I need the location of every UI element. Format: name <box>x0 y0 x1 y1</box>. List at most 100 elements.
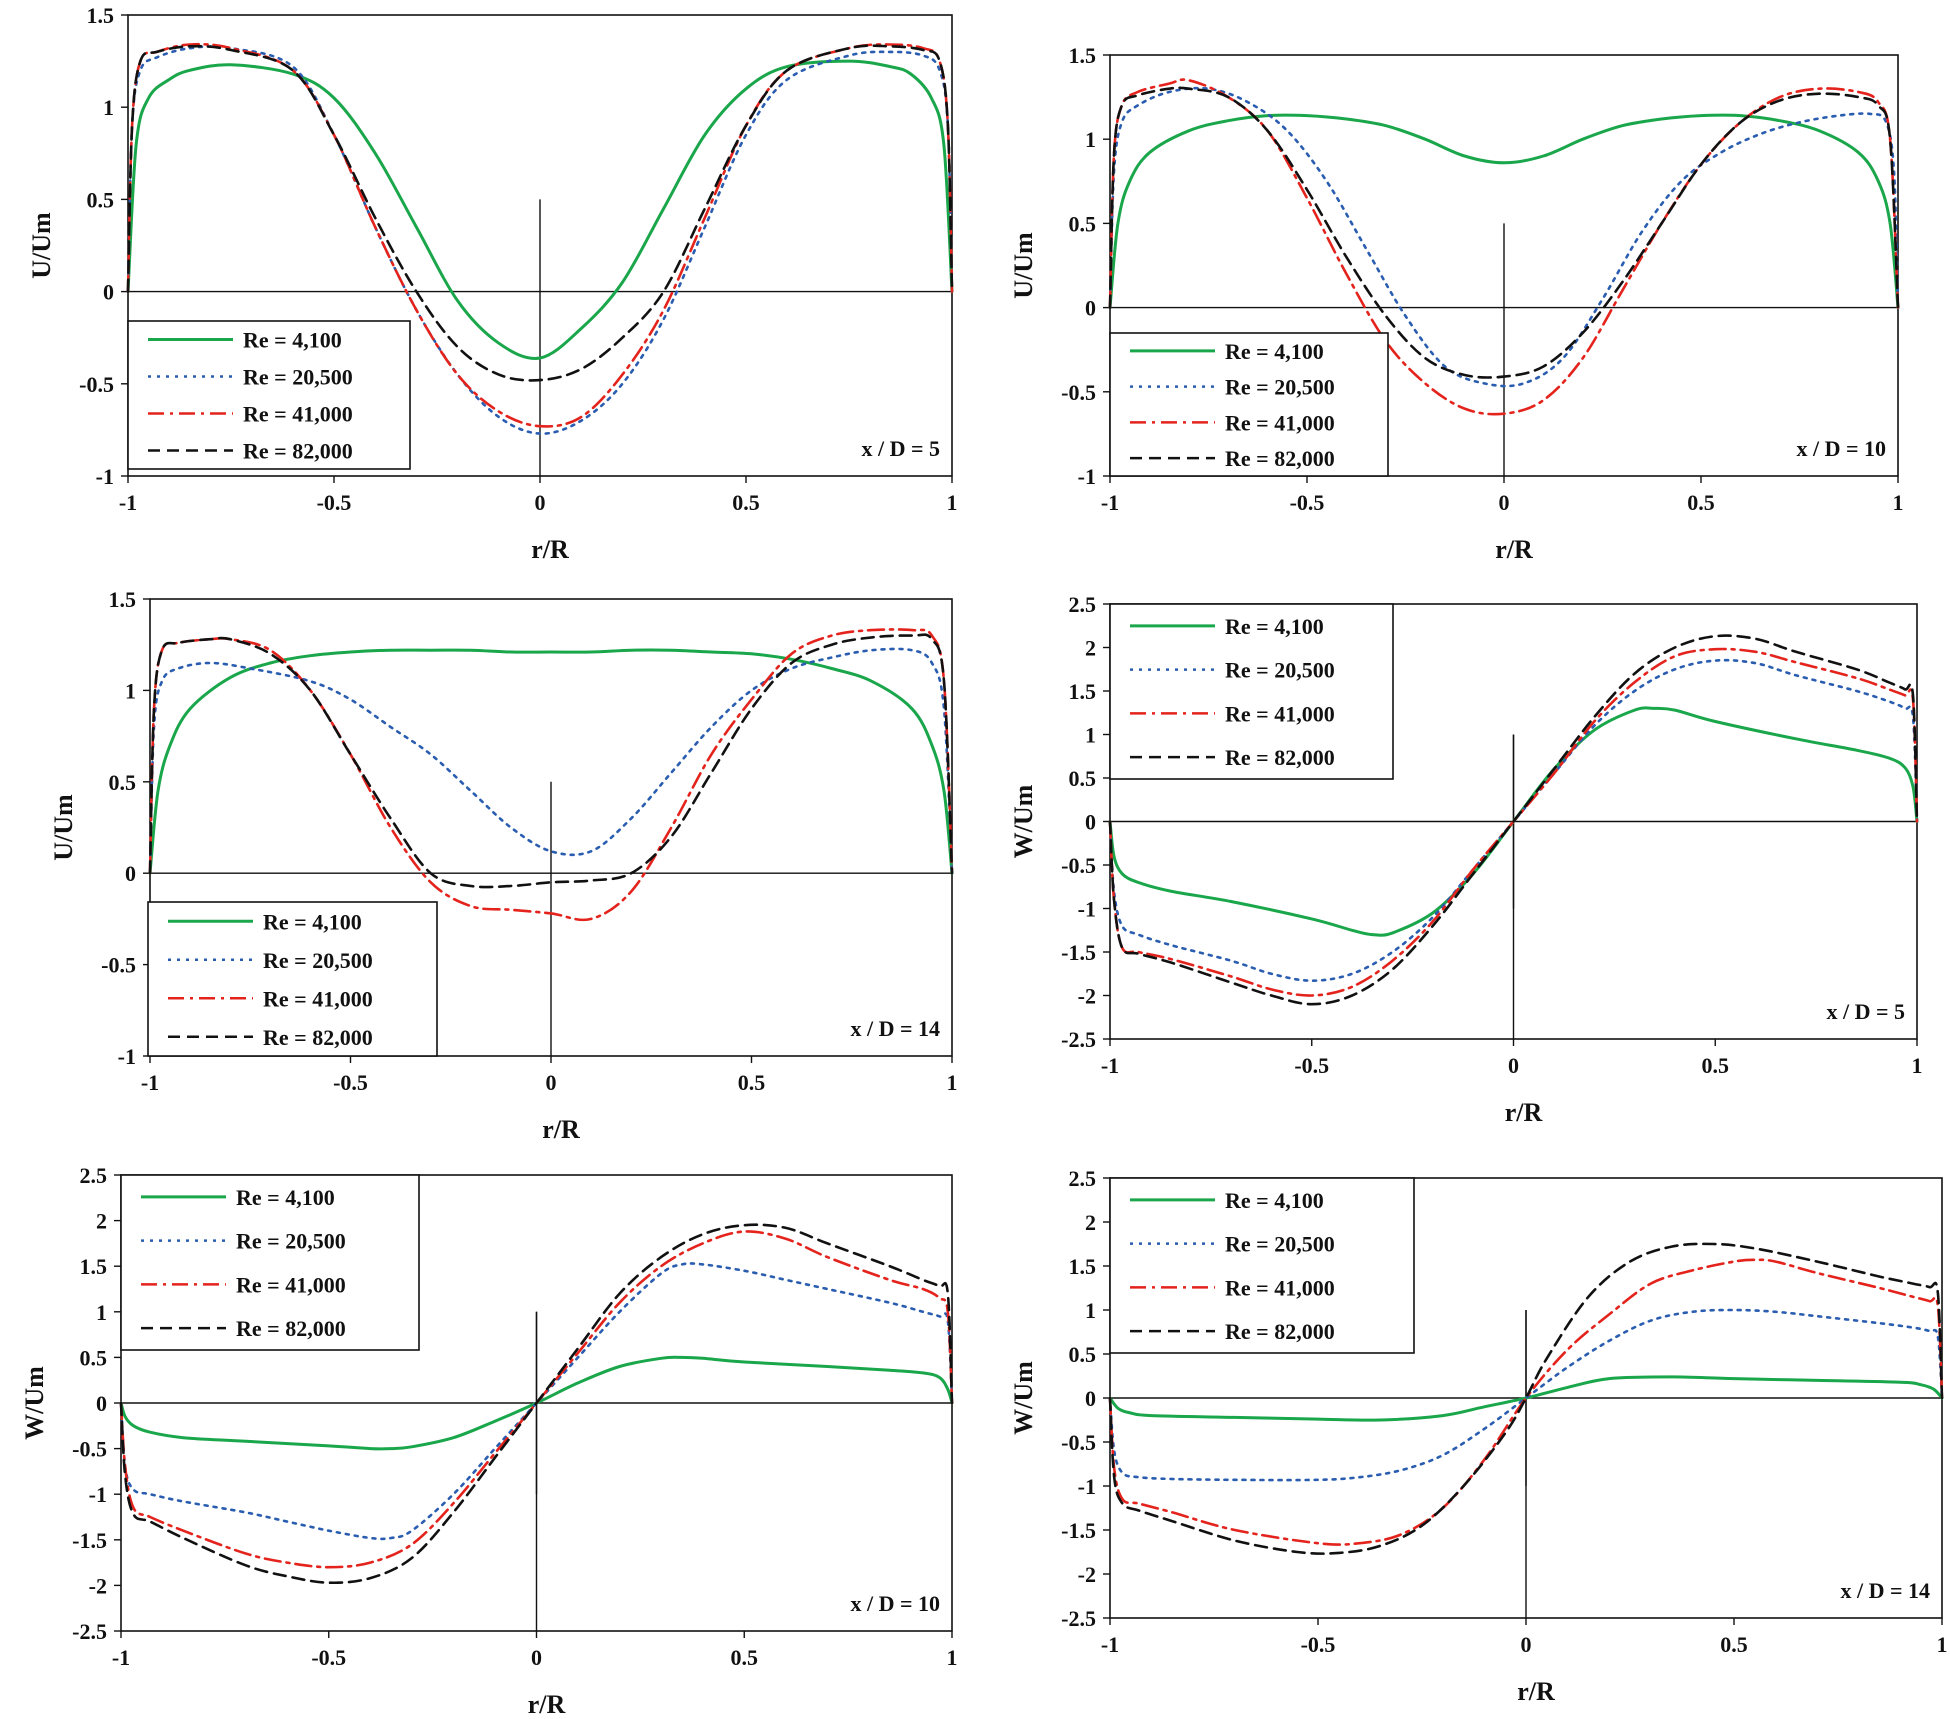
legend-label-1: Re = 4,100 <box>236 1185 335 1210</box>
y-tick-label: 0 <box>125 861 136 886</box>
series-line-2 <box>1108 1308 1944 1482</box>
y-tick-label: -0.5 <box>79 372 114 397</box>
y-tick-label: -2.5 <box>1061 1606 1096 1631</box>
legend: Re = 4,100 Re = 20,500 Re = 41,000 Re = 82,… <box>147 901 438 1057</box>
legend-box <box>147 901 438 1057</box>
x-tick-label: 0 <box>1521 1632 1532 1657</box>
y-tick-label: -1 <box>1078 1474 1096 1499</box>
x-tick-label: -1 <box>1101 1632 1119 1657</box>
legend-label-1: Re = 4,100 <box>1225 339 1324 364</box>
series-line-2 <box>148 647 954 875</box>
y-tick-label: 0.5 <box>1069 211 1097 236</box>
legend-label-4: Re = 82,000 <box>236 1316 346 1341</box>
y-tick-label: 0 <box>1085 296 1096 321</box>
series-line-1 <box>1108 113 1900 310</box>
y-tick-label: -1 <box>96 464 114 489</box>
legend-label-2: Re = 20,500 <box>1225 658 1335 683</box>
legend-label-1: Re = 4,100 <box>1225 1188 1324 1213</box>
series-line-2 <box>126 45 954 435</box>
y-tick-label: -1 <box>89 1482 107 1507</box>
x-tick-label: 1 <box>947 490 958 515</box>
x-axis-label: r/R <box>528 1690 566 1719</box>
legend-label-4: Re = 82,000 <box>1225 745 1335 770</box>
x-tick-label: -0.5 <box>1294 1053 1329 1078</box>
y-tick-label: -1.5 <box>72 1528 107 1553</box>
y-tick-label: -0.5 <box>72 1437 107 1462</box>
legend-label-1: Re = 4,100 <box>1225 614 1324 639</box>
chart-panel-p5: -1 -0.5 0 0.5 1 -2.5 -2 -1.5 -1 -0.5 0 0.5 1 1.5 2 2.5 r… <box>20 1163 958 1719</box>
x-tick-label: 0.5 <box>732 490 760 515</box>
series-line-4 <box>148 633 954 889</box>
position-annotation: x / D = 14 <box>1840 1578 1930 1603</box>
series-line-3 <box>126 42 954 428</box>
legend: Re = 4,100 Re = 20,500 Re = 41,000 Re = 82,… <box>1109 332 1389 477</box>
y-tick-label: -0.5 <box>101 953 136 978</box>
legend-label-2: Re = 20,500 <box>1225 375 1335 400</box>
legend-label-2: Re = 20,500 <box>263 948 373 973</box>
y-tick-label: -2 <box>1078 1562 1096 1587</box>
series-line-4 <box>126 44 954 382</box>
legend-label-3: Re = 41,000 <box>1225 701 1335 726</box>
y-tick-label: -1.5 <box>1061 940 1096 965</box>
position-annotation: x / D = 5 <box>861 436 940 461</box>
y-tick-label: 0 <box>1085 1386 1096 1411</box>
y-tick-label: 1 <box>1085 127 1096 152</box>
y-tick-label: 0.5 <box>87 187 115 212</box>
y-tick-label: 2 <box>1085 636 1096 661</box>
x-tick-label: 0.5 <box>1702 1053 1730 1078</box>
x-tick-label: 1 <box>1893 490 1904 515</box>
chart-panel-p4: -1 -0.5 0 0.5 1 -2.5 -2 -1.5 -1 -0.5 0 0.5 1 1.5 2 2.5 r… <box>1009 592 1923 1127</box>
y-tick-label: 1.5 <box>109 587 137 612</box>
x-tick-label: 0 <box>1508 1053 1519 1078</box>
legend-label-3: Re = 41,000 <box>243 402 353 427</box>
x-tick-label: 1 <box>1937 1632 1948 1657</box>
chart-panel-p1: -1 -0.5 0 0.5 1 -1 -0.5 0 0.5 1 1.5 r/R U/Um Re = 4,1… <box>27 3 958 564</box>
x-tick-label: 0.5 <box>731 1645 759 1670</box>
legend: Re = 4,100 Re = 20,500 Re = 41,000 Re = 82,… <box>127 320 411 470</box>
x-tick-label: -1 <box>1101 1053 1119 1078</box>
position-annotation: x / D = 5 <box>1826 999 1905 1024</box>
legend-box <box>1109 332 1389 477</box>
chart-panel-p3: -1 -0.5 0 0.5 1 -1 -0.5 0 0.5 1 1.5 r/R U/Um Re = 4,1… <box>49 587 958 1144</box>
y-tick-label: 2 <box>1085 1210 1096 1235</box>
y-axis-label: W/Um <box>1009 784 1038 858</box>
y-axis-label: U/Um <box>27 212 56 279</box>
x-axis-label: r/R <box>542 1115 580 1144</box>
y-tick-label: 1.5 <box>1069 43 1097 68</box>
legend-box <box>1109 603 1394 780</box>
x-tick-label: 0.5 <box>1687 490 1715 515</box>
chart-panel-p2: -1 -0.5 0 0.5 1 -1 -0.5 0 0.5 1 1.5 r/R U/Um Re = 4,1… <box>1009 43 1904 564</box>
y-tick-label: 2.5 <box>1069 1166 1097 1191</box>
legend-label-2: Re = 20,500 <box>1225 1232 1335 1257</box>
y-tick-label: 0 <box>96 1391 107 1416</box>
y-tick-label: 0 <box>1085 810 1096 835</box>
legend-label-4: Re = 82,000 <box>1225 1319 1335 1344</box>
y-tick-label: -0.5 <box>1061 1430 1096 1455</box>
series-line-4 <box>1108 634 1919 1006</box>
legend-label-3: Re = 41,000 <box>236 1272 346 1297</box>
x-axis-label: r/R <box>1517 1677 1555 1706</box>
y-tick-label: -1.5 <box>1061 1518 1096 1543</box>
legend-label-4: Re = 82,000 <box>243 439 353 464</box>
y-tick-label: -1 <box>1078 897 1096 922</box>
legend-box <box>127 320 411 470</box>
y-axis-label: W/Um <box>1009 1361 1038 1435</box>
x-tick-label: -0.5 <box>317 490 352 515</box>
y-tick-label: 1.5 <box>1069 1254 1097 1279</box>
y-axis-label: W/Um <box>20 1366 49 1440</box>
x-tick-label: 0 <box>535 490 546 515</box>
position-annotation: x / D = 10 <box>1796 436 1886 461</box>
y-tick-label: -2 <box>1078 984 1096 1009</box>
legend-label-2: Re = 20,500 <box>243 365 353 390</box>
x-tick-label: -0.5 <box>311 1645 346 1670</box>
x-tick-label: 1 <box>947 1070 958 1095</box>
series-line-2 <box>1108 86 1900 388</box>
series-line-3 <box>1108 1258 1944 1546</box>
series-line-3 <box>148 628 954 922</box>
y-tick-label: 1 <box>1085 1298 1096 1323</box>
y-tick-label: -0.5 <box>1061 380 1096 405</box>
series-line-3 <box>1108 78 1900 416</box>
x-tick-label: -0.5 <box>1290 490 1325 515</box>
legend-box <box>120 1174 420 1351</box>
